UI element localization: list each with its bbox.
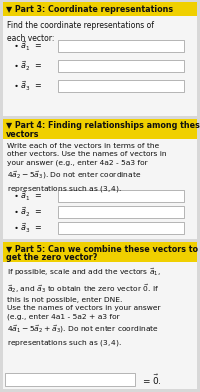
FancyBboxPatch shape xyxy=(3,2,197,16)
FancyBboxPatch shape xyxy=(3,139,197,239)
Text: $\bullet\ \vec{a}_3$  =: $\bullet\ \vec{a}_3$ = xyxy=(13,79,42,93)
FancyBboxPatch shape xyxy=(58,222,184,234)
Text: $\bullet\ \vec{a}_1$  =: $\bullet\ \vec{a}_1$ = xyxy=(13,189,42,203)
FancyBboxPatch shape xyxy=(58,190,184,202)
FancyBboxPatch shape xyxy=(58,80,184,92)
Text: If possible, scale and add the vectors $\vec{a}_1$,
$\vec{a}_2$, and $\vec{a}_3$: If possible, scale and add the vectors $… xyxy=(7,266,161,348)
FancyBboxPatch shape xyxy=(3,119,197,139)
Text: get the zero vector?: get the zero vector? xyxy=(6,253,97,262)
FancyBboxPatch shape xyxy=(3,262,197,389)
Text: $\bullet\ \vec{a}_2$  =: $\bullet\ \vec{a}_2$ = xyxy=(13,59,42,73)
Text: ▼ Part 4: Finding relationships among these: ▼ Part 4: Finding relationships among th… xyxy=(6,121,200,130)
FancyBboxPatch shape xyxy=(58,40,184,52)
Text: ▼ Part 5: Can we combine these vectors to: ▼ Part 5: Can we combine these vectors t… xyxy=(6,244,198,253)
Text: $\bullet\ \vec{a}_2$  =: $\bullet\ \vec{a}_2$ = xyxy=(13,205,42,219)
FancyBboxPatch shape xyxy=(58,206,184,218)
Text: ▼ Part 3: Coordinate representations: ▼ Part 3: Coordinate representations xyxy=(6,4,173,13)
Text: Write each of the vectors in terms of the
other vectors. Use the names of vector: Write each of the vectors in terms of th… xyxy=(7,143,167,194)
Text: vectors: vectors xyxy=(6,130,40,139)
FancyBboxPatch shape xyxy=(5,373,135,386)
FancyBboxPatch shape xyxy=(3,242,197,262)
Text: $= \vec{0}.$: $= \vec{0}.$ xyxy=(141,372,162,387)
Text: $\bullet\ \vec{a}_3$  =: $\bullet\ \vec{a}_3$ = xyxy=(13,221,42,235)
Text: $\bullet\ \vec{a}_1$  =: $\bullet\ \vec{a}_1$ = xyxy=(13,39,42,53)
FancyBboxPatch shape xyxy=(3,16,197,116)
Text: Find the coordinate representations of
each vector:: Find the coordinate representations of e… xyxy=(7,21,154,42)
FancyBboxPatch shape xyxy=(58,60,184,72)
